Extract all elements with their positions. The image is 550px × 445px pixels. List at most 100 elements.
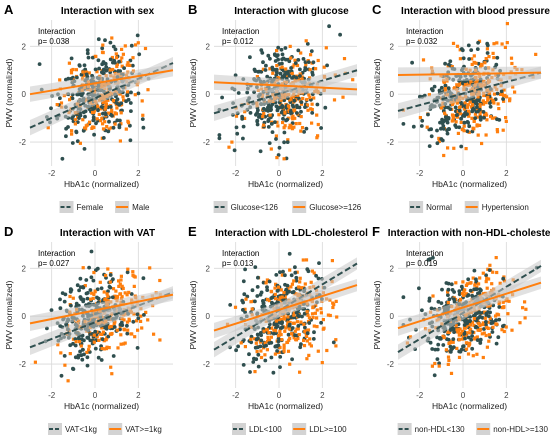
legend-label: Glucose>=126 — [309, 203, 362, 212]
data-point-LDL<100 — [236, 344, 241, 349]
legend: Normal Hypertension — [409, 201, 529, 213]
data-point-non-HDL>=130 — [464, 341, 468, 345]
data-point-Hypertension — [479, 110, 483, 114]
data-point-non-HDL>=130 — [475, 285, 479, 289]
data-point-Female — [84, 72, 89, 77]
data-point-LDL>=100 — [286, 315, 290, 319]
data-point-Glucose<126 — [310, 70, 315, 75]
data-point-Hypertension — [481, 102, 486, 106]
data-point-VAT>=1kg — [102, 290, 106, 294]
data-point-Female — [113, 47, 118, 52]
data-point-non-HDL<130 — [466, 335, 471, 340]
data-point-VAT<1kg — [75, 283, 80, 288]
data-point-Glucose<126 — [248, 111, 253, 115]
data-point-Hypertension — [455, 83, 459, 87]
data-point-non-HDL<130 — [488, 310, 492, 315]
y-tick-label: -2 — [19, 360, 27, 369]
y-axis-label: PWV (normalized) — [188, 280, 198, 349]
data-point-Hypertension — [472, 127, 476, 131]
data-point-LDL<100 — [260, 304, 265, 309]
data-point-Glucose<126 — [269, 122, 274, 126]
data-point-Glucose>=126 — [304, 39, 308, 43]
data-point-Glucose<126 — [287, 59, 292, 64]
data-point-Hypertension — [505, 41, 509, 45]
panel-title: Interaction with LDL-cholesterol — [215, 228, 368, 239]
data-point-non-HDL>=130 — [446, 290, 450, 294]
legend-label: VAT<1kg — [65, 425, 97, 434]
data-point-Normal — [459, 100, 463, 105]
data-point-Glucose<126 — [276, 45, 281, 50]
data-point-Normal — [445, 131, 450, 136]
data-point-Glucose>=126 — [307, 93, 311, 97]
data-point-Glucose>=126 — [282, 126, 286, 130]
data-point-Normal — [488, 104, 493, 109]
data-point-LDL<100 — [250, 288, 255, 293]
data-point-LDL>=100 — [319, 311, 323, 315]
data-point-Hypertension — [534, 52, 538, 56]
data-point-Hypertension — [459, 120, 463, 124]
x-tick-label: 2 — [320, 169, 325, 178]
data-point-non-HDL>=130 — [481, 321, 485, 325]
data-point-LDL<100 — [261, 300, 266, 305]
data-point-VAT<1kg — [135, 346, 140, 350]
data-point-VAT<1kg — [136, 316, 141, 321]
data-point-LDL<100 — [298, 345, 303, 350]
data-point-Hypertension — [478, 103, 482, 107]
data-point-LDL>=100 — [277, 318, 281, 322]
legend-label: Male — [132, 203, 150, 212]
data-point-Hypertension — [450, 113, 455, 117]
data-point-Male — [100, 116, 104, 120]
data-point-Hypertension — [503, 93, 507, 98]
data-point-LDL>=100 — [284, 326, 288, 330]
data-point-Glucose<126 — [241, 124, 246, 129]
data-point-Female — [85, 51, 90, 56]
legend-label: non-HDL>=130 — [493, 425, 548, 434]
data-point-Hypertension — [466, 83, 470, 87]
data-point-Female — [106, 129, 111, 134]
data-point-Glucose<126 — [264, 63, 268, 68]
data-point-Normal — [459, 116, 463, 121]
data-point-LDL>=100 — [280, 338, 284, 342]
data-point-Normal — [443, 83, 448, 88]
data-point-Hypertension — [451, 41, 456, 45]
data-point-VAT>=1kg — [92, 270, 96, 275]
data-point-VAT<1kg — [73, 343, 78, 348]
data-point-Male — [110, 55, 114, 60]
data-point-non-HDL>=130 — [469, 323, 473, 327]
interaction-label: Interaction — [38, 249, 75, 258]
data-point-Male — [120, 47, 124, 51]
interaction-label: Interaction — [38, 27, 75, 36]
data-point-Glucose<126 — [281, 116, 285, 121]
y-tick-label: -2 — [203, 360, 211, 369]
data-point-Glucose>=126 — [295, 63, 300, 68]
data-point-Hypertension — [470, 57, 474, 61]
data-point-Male — [106, 111, 110, 115]
data-point-Female — [64, 134, 68, 139]
data-point-LDL>=100 — [289, 285, 293, 289]
data-point-LDL>=100 — [315, 308, 319, 312]
data-point-VAT>=1kg — [89, 297, 93, 301]
data-point-Glucose>=126 — [293, 58, 297, 62]
data-point-LDL>=100 — [309, 344, 313, 348]
data-point-Normal — [410, 60, 414, 65]
data-point-non-HDL>=130 — [444, 348, 448, 352]
data-point-Normal — [499, 89, 504, 94]
data-point-LDL<100 — [299, 342, 303, 347]
data-point-Male — [128, 63, 132, 67]
data-point-VAT>=1kg — [105, 336, 109, 340]
data-point-Hypertension — [478, 105, 482, 109]
regression-line-VAT>=1kg — [29, 293, 174, 325]
data-point-LDL>=100 — [265, 348, 269, 352]
data-point-Glucose>=126 — [291, 117, 295, 121]
data-point-Glucose<126 — [290, 76, 294, 80]
data-point-LDL>=100 — [265, 297, 270, 302]
data-point-Glucose>=126 — [243, 116, 247, 120]
x-axis-label: HbA1c (normalized) — [64, 401, 139, 411]
data-point-non-HDL>=130 — [467, 344, 471, 348]
data-point-Female — [70, 141, 75, 145]
data-point-non-HDL<130 — [497, 317, 502, 322]
data-point-LDL>=100 — [292, 279, 296, 283]
data-point-Female — [136, 91, 141, 96]
data-point-Glucose>=126 — [308, 68, 312, 72]
data-point-Hypertension — [443, 111, 447, 115]
